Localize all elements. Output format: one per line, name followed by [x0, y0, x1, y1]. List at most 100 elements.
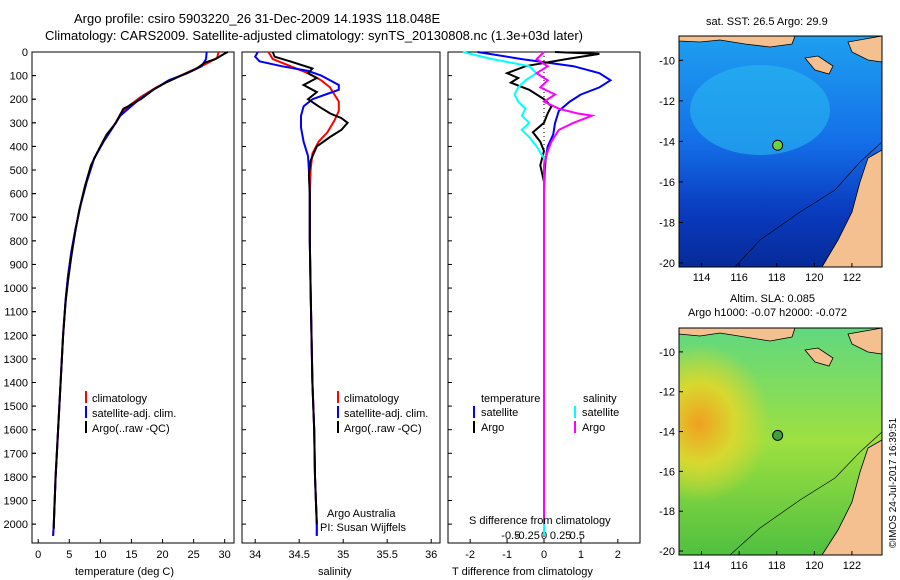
sst-map-axes: 114 116 118 120 122 -10 -12 -14 -16 -18 -20: [659, 55, 861, 284]
series-line-temperature-argo: [504, 51, 600, 525]
x-tick-label: 5: [66, 549, 72, 561]
sst-argo-marker: [772, 139, 784, 151]
figure-title-line1: Argo profile: csiro 5903220_26 31-Dec-20…: [74, 11, 441, 26]
salinity-panel: 34 34.5 35 35.5 36: [242, 51, 437, 561]
temperature-xlabel: temperature (deg C): [75, 566, 174, 578]
x-tick-label: 0: [35, 549, 41, 561]
sla-island-timor: [847, 327, 883, 355]
map-lat-label: -16: [659, 466, 675, 478]
legend-label-satellite: satellite-adj. clim.: [92, 408, 176, 420]
sst-map-frame: [678, 35, 883, 268]
s-diff-tick-label: -0.25: [515, 530, 540, 542]
sla-map-axes: 114 116 118 120 122 -10 -12 -14 -16 -18 -20: [659, 347, 861, 572]
depth-tick-label: 700: [10, 212, 28, 224]
x-tick-label: 34: [249, 549, 261, 561]
legend-label-satellite: satellite-adj. clim.: [344, 408, 428, 420]
legend-label-temp-satellite: satellite: [481, 407, 518, 419]
map-lon-label: 118: [768, 272, 786, 284]
map-lon-label: 120: [805, 272, 823, 284]
temperature-legend: climatology satellite-adj. clim. Argo(..…: [85, 391, 176, 435]
salinity-panel-frame: [241, 51, 441, 544]
map-lat-label: -12: [659, 387, 675, 399]
series-line-salinity-argo: [534, 51, 596, 525]
x-tick-label: 15: [125, 549, 137, 561]
sla-island-coast: [678, 327, 796, 342]
map-lat-label: -14: [659, 136, 675, 148]
legend-label-climatology: climatology: [92, 393, 148, 405]
x-tick-label: 30: [219, 549, 231, 561]
depth-tick-label: 900: [10, 259, 28, 271]
map-lat-label: -20: [659, 258, 675, 270]
x-tick-label: 2: [615, 549, 621, 561]
series-line-satellite-adj-clim-: [52, 51, 208, 536]
sla-map-title-line2: Argo h1000: -0.07 h2000: -0.072: [688, 307, 847, 319]
series-line-argo-raw-qc-: [52, 51, 229, 529]
map-lat-label: -20: [659, 546, 675, 558]
series-line-salinity-satellite: [462, 51, 545, 536]
figure-title-line2: Climatology: CARS2009. Satellite-adjuste…: [45, 28, 583, 43]
depth-tick-label: 1800: [4, 472, 28, 484]
map-lat-label: -18: [659, 506, 675, 518]
legend-label-climatology: climatology: [344, 393, 400, 405]
legend-heading-salinity: salinity: [583, 393, 617, 405]
series-line-climatology: [52, 51, 220, 536]
depth-tick-label: 1000: [4, 283, 28, 295]
map-lon-label: 118: [768, 560, 786, 572]
legend-label-sal-argo: Argo: [582, 422, 605, 434]
legend-label-sal-satellite: satellite: [582, 407, 619, 419]
map-lat-label: -10: [659, 347, 675, 359]
annotation-argo-australia: Argo Australia: [327, 508, 396, 520]
sst-map-title: sat. SST: 26.5 Argo: 29.9: [706, 16, 828, 28]
depth-tick-label: 1100: [4, 307, 28, 319]
difference-legend: temperature satellite Argo salinity sate…: [473, 393, 619, 434]
sla-map-frame: [678, 327, 883, 556]
map-lon-label: 122: [843, 272, 861, 284]
map-lon-label: 114: [693, 272, 711, 284]
depth-tick-label: 600: [10, 189, 28, 201]
salinity-legend: climatology satellite-adj. clim. Argo(..…: [337, 391, 428, 435]
sst-island-timor: [847, 35, 883, 63]
x-tick-label: 1: [578, 549, 584, 561]
s-diff-tick-label: -0.5: [501, 530, 520, 542]
depth-tick-label: 300: [10, 118, 28, 130]
sst-shelf-contour: [734, 141, 883, 268]
depth-tick-label: 100: [10, 71, 28, 83]
map-lon-label: 122: [843, 560, 861, 572]
map-lon-label: 120: [805, 560, 823, 572]
depth-tick-label: 200: [10, 94, 28, 106]
sst-island-coast: [678, 35, 796, 48]
temperature-panel-frame: [31, 51, 235, 544]
salinity-xlabel: salinity: [318, 566, 352, 578]
series-line-climatology: [267, 51, 340, 536]
legend-label-argo: Argo(..raw -QC): [92, 423, 170, 435]
x-tick-label: -2: [465, 549, 475, 561]
sst-warm-patch: [690, 65, 830, 155]
sst-island-sumba: [804, 55, 834, 75]
map-lat-label: -18: [659, 217, 675, 229]
sla-shelf-contour: [729, 431, 883, 556]
map-lat-label: -12: [659, 96, 675, 108]
x-tick-label: 20: [156, 549, 168, 561]
x-tick-label: 36: [425, 549, 437, 561]
series-line-satellite-adj-clim-: [253, 51, 340, 536]
sst-map: [678, 35, 883, 268]
depth-tick-label: 1700: [4, 448, 28, 460]
sla-map: [678, 327, 883, 556]
map-lon-label: 116: [730, 560, 748, 572]
depth-tick-label: 0: [22, 47, 28, 59]
sla-map-title-line1: Altim. SLA: 0.085: [730, 293, 815, 305]
legend-label-temp-argo: Argo: [481, 422, 504, 434]
x-tick-label: 35.5: [376, 549, 397, 561]
difference-xlabel: T difference from climatology: [452, 566, 593, 578]
annotation-pi: PI: Susan Wijffels: [320, 522, 406, 534]
map-lon-label: 116: [730, 272, 748, 284]
x-tick-label: 0: [541, 549, 547, 561]
map-lat-label: -14: [659, 427, 675, 439]
map-lon-label: 114: [693, 560, 711, 572]
temperature-panel: 0 5 10 15 20 25 30: [32, 51, 231, 561]
x-tick-label: -1: [502, 549, 512, 561]
map-lat-label: -16: [659, 177, 675, 189]
s-diff-tick-label: 0.5: [570, 530, 585, 542]
